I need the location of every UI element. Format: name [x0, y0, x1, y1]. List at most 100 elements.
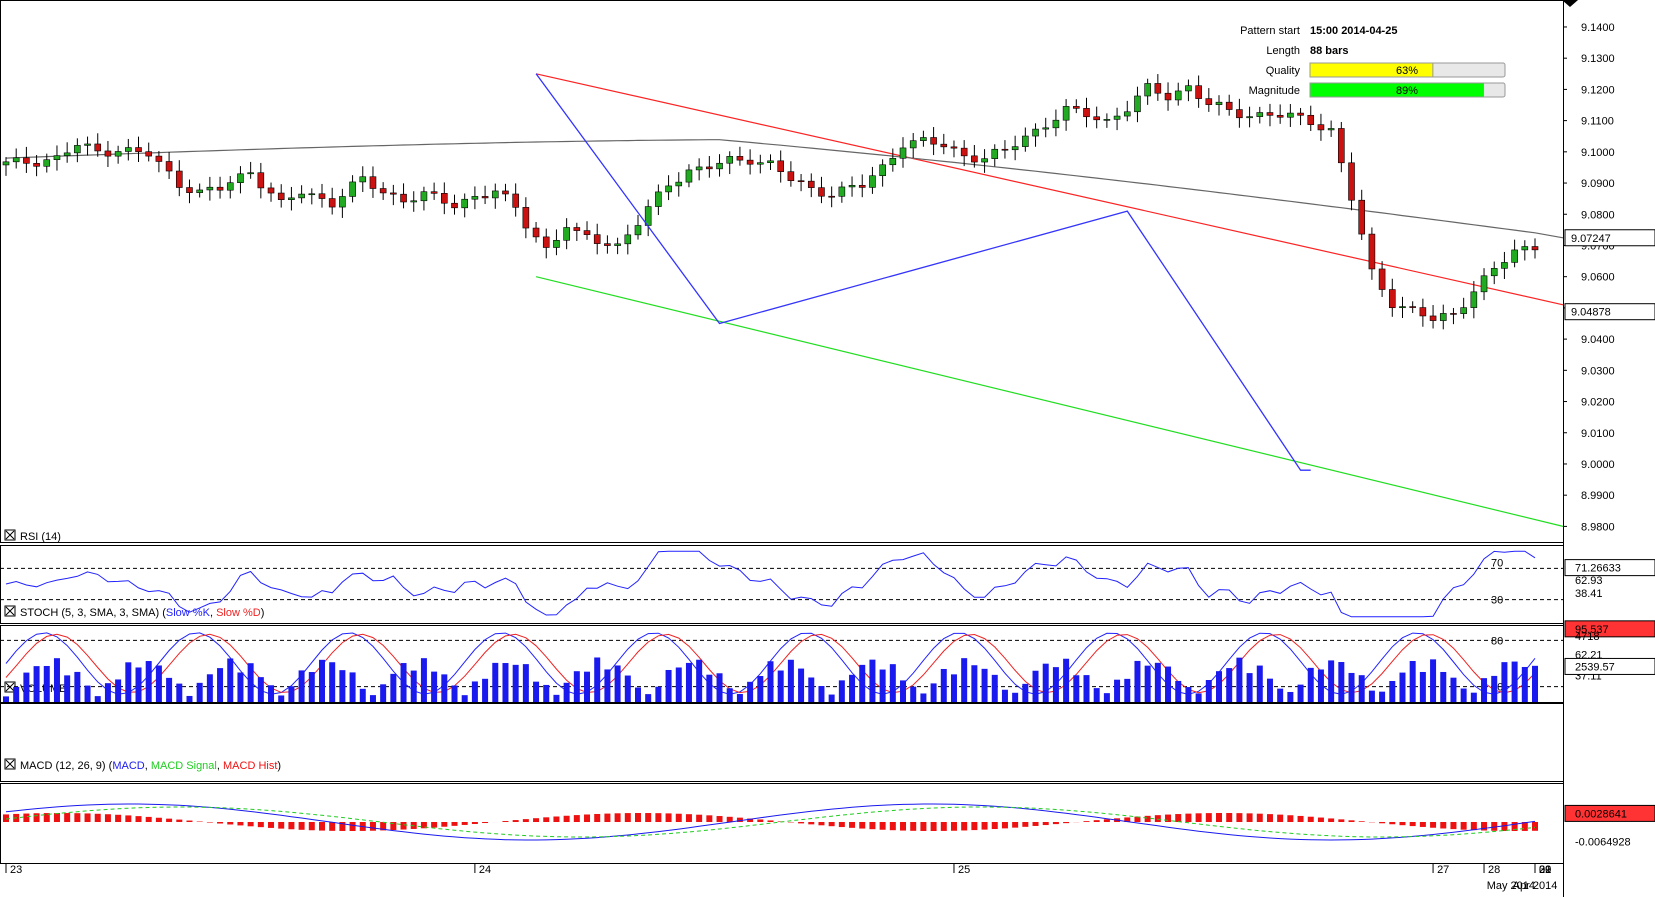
volume-bar	[543, 684, 550, 702]
macd-hist-label: MACD Hist	[223, 760, 277, 772]
candle-body	[858, 185, 866, 188]
macd-hist-bar	[920, 822, 927, 831]
rsi-title: RSI (14)	[20, 531, 61, 543]
macd-hist-bar	[930, 822, 937, 831]
volume-bar	[716, 673, 723, 702]
macd-hist-bar	[441, 822, 448, 827]
volume-bar	[461, 695, 468, 702]
macd-hist-bar	[3, 814, 9, 822]
volume-bar	[869, 659, 876, 702]
price-axis: 9.1400 9.1300 9.1200 9.1100 9.1000 9.0900 9.08…	[1563, 22, 1615, 533]
candle-body	[797, 180, 805, 183]
candle-body	[869, 175, 876, 188]
stoch-close-icon[interactable]	[4, 605, 16, 617]
candle-body	[777, 160, 784, 172]
candle-body	[196, 189, 203, 193]
macd-hist-bar	[553, 816, 560, 822]
volume-bar	[1093, 688, 1100, 702]
candle-body	[1287, 112, 1294, 118]
macd-hist-bar	[1205, 813, 1212, 822]
volume-bar	[1430, 659, 1437, 702]
macd-hist-bar	[1103, 819, 1110, 822]
volume-bar	[1103, 693, 1110, 702]
candle-body	[981, 158, 988, 163]
candle-body	[614, 243, 621, 246]
trend-lines	[535, 73, 1564, 527]
volume-bar	[757, 676, 764, 702]
volume-bar	[940, 668, 947, 702]
volume-bar	[512, 664, 519, 702]
candle-body	[114, 151, 122, 157]
candle-body	[328, 198, 336, 208]
volume-bar	[777, 670, 784, 702]
candle-body	[889, 157, 897, 166]
volume-bar	[1052, 667, 1059, 702]
candle-body	[1134, 95, 1141, 113]
macd-hist-bar	[634, 813, 641, 822]
volume-bar	[634, 687, 641, 702]
candle-body	[1103, 119, 1111, 121]
candle-body	[746, 159, 754, 165]
candle-body	[1297, 112, 1304, 116]
candle-body	[53, 155, 61, 161]
macd-hist-bar	[1226, 813, 1233, 822]
volume-bar	[1144, 665, 1151, 702]
macd-hist-bar	[1317, 817, 1324, 822]
macd-hist-bar	[1001, 822, 1008, 829]
macd-hist-bar	[135, 816, 142, 822]
magnitude-label: Magnitude	[1249, 85, 1300, 97]
scroll-arrow-icon[interactable]	[1562, 0, 1578, 7]
candle-body	[624, 234, 632, 245]
macd-hist-bar	[1032, 822, 1039, 826]
candle-body	[1195, 85, 1202, 99]
candle-body	[807, 180, 815, 188]
candle-body	[12, 157, 20, 163]
candle-body	[84, 143, 91, 146]
macd-hist-bar	[961, 822, 968, 831]
price-tick-label: 9.0900	[1581, 178, 1615, 190]
price-tick-label: 9.0100	[1581, 428, 1615, 440]
volume-bar	[1328, 660, 1335, 702]
macd-hist-bar	[757, 819, 764, 822]
macd-hist-bar	[1481, 822, 1488, 831]
candle-body	[1358, 199, 1366, 235]
volume-bars: 4718 2539.57	[3, 631, 1655, 702]
volume-bar	[471, 681, 478, 702]
candle-body	[899, 147, 907, 159]
volume-bar	[1175, 680, 1182, 702]
volume-bar	[1348, 672, 1355, 702]
candle-body	[1348, 162, 1355, 201]
candle-body	[1093, 116, 1100, 121]
volume-bar	[1317, 669, 1324, 702]
macd-hist-bar	[645, 813, 652, 822]
macd-hist-bar	[1052, 822, 1059, 825]
volume-x-mark	[5, 682, 15, 692]
progress-text: 63%	[1396, 65, 1418, 77]
macd-hist-bar	[1532, 822, 1538, 831]
price-tick-label: 9.1000	[1581, 147, 1615, 159]
macd-hist-bar	[900, 822, 907, 831]
volume-bar	[1501, 662, 1508, 702]
volume-bar	[227, 658, 234, 702]
candle-body	[1531, 246, 1539, 251]
macd-value-box	[1564, 804, 1655, 822]
candle-body	[145, 151, 153, 157]
progress-text: 89%	[1396, 85, 1418, 97]
candle-body	[553, 239, 560, 248]
volume-bar	[1236, 657, 1243, 702]
rsi-close-icon[interactable]	[4, 529, 16, 541]
candle-body	[155, 155, 163, 162]
macd-hist-bar	[1470, 822, 1477, 831]
candle-body	[1388, 289, 1396, 309]
candle-body	[706, 166, 713, 170]
candle-body	[349, 181, 356, 197]
candle-body	[940, 143, 948, 148]
macd-hist-bar	[1358, 821, 1365, 822]
panel-right-label: 2539.57	[1575, 661, 1615, 673]
stoch-title-row: STOCH (5, 3, SMA, 3, SMA) (Slow %K, Slow…	[20, 607, 264, 619]
macd-close-icon[interactable]	[4, 758, 16, 770]
macd-hist-bar	[1022, 822, 1029, 827]
macd-hist-bar	[461, 822, 468, 825]
